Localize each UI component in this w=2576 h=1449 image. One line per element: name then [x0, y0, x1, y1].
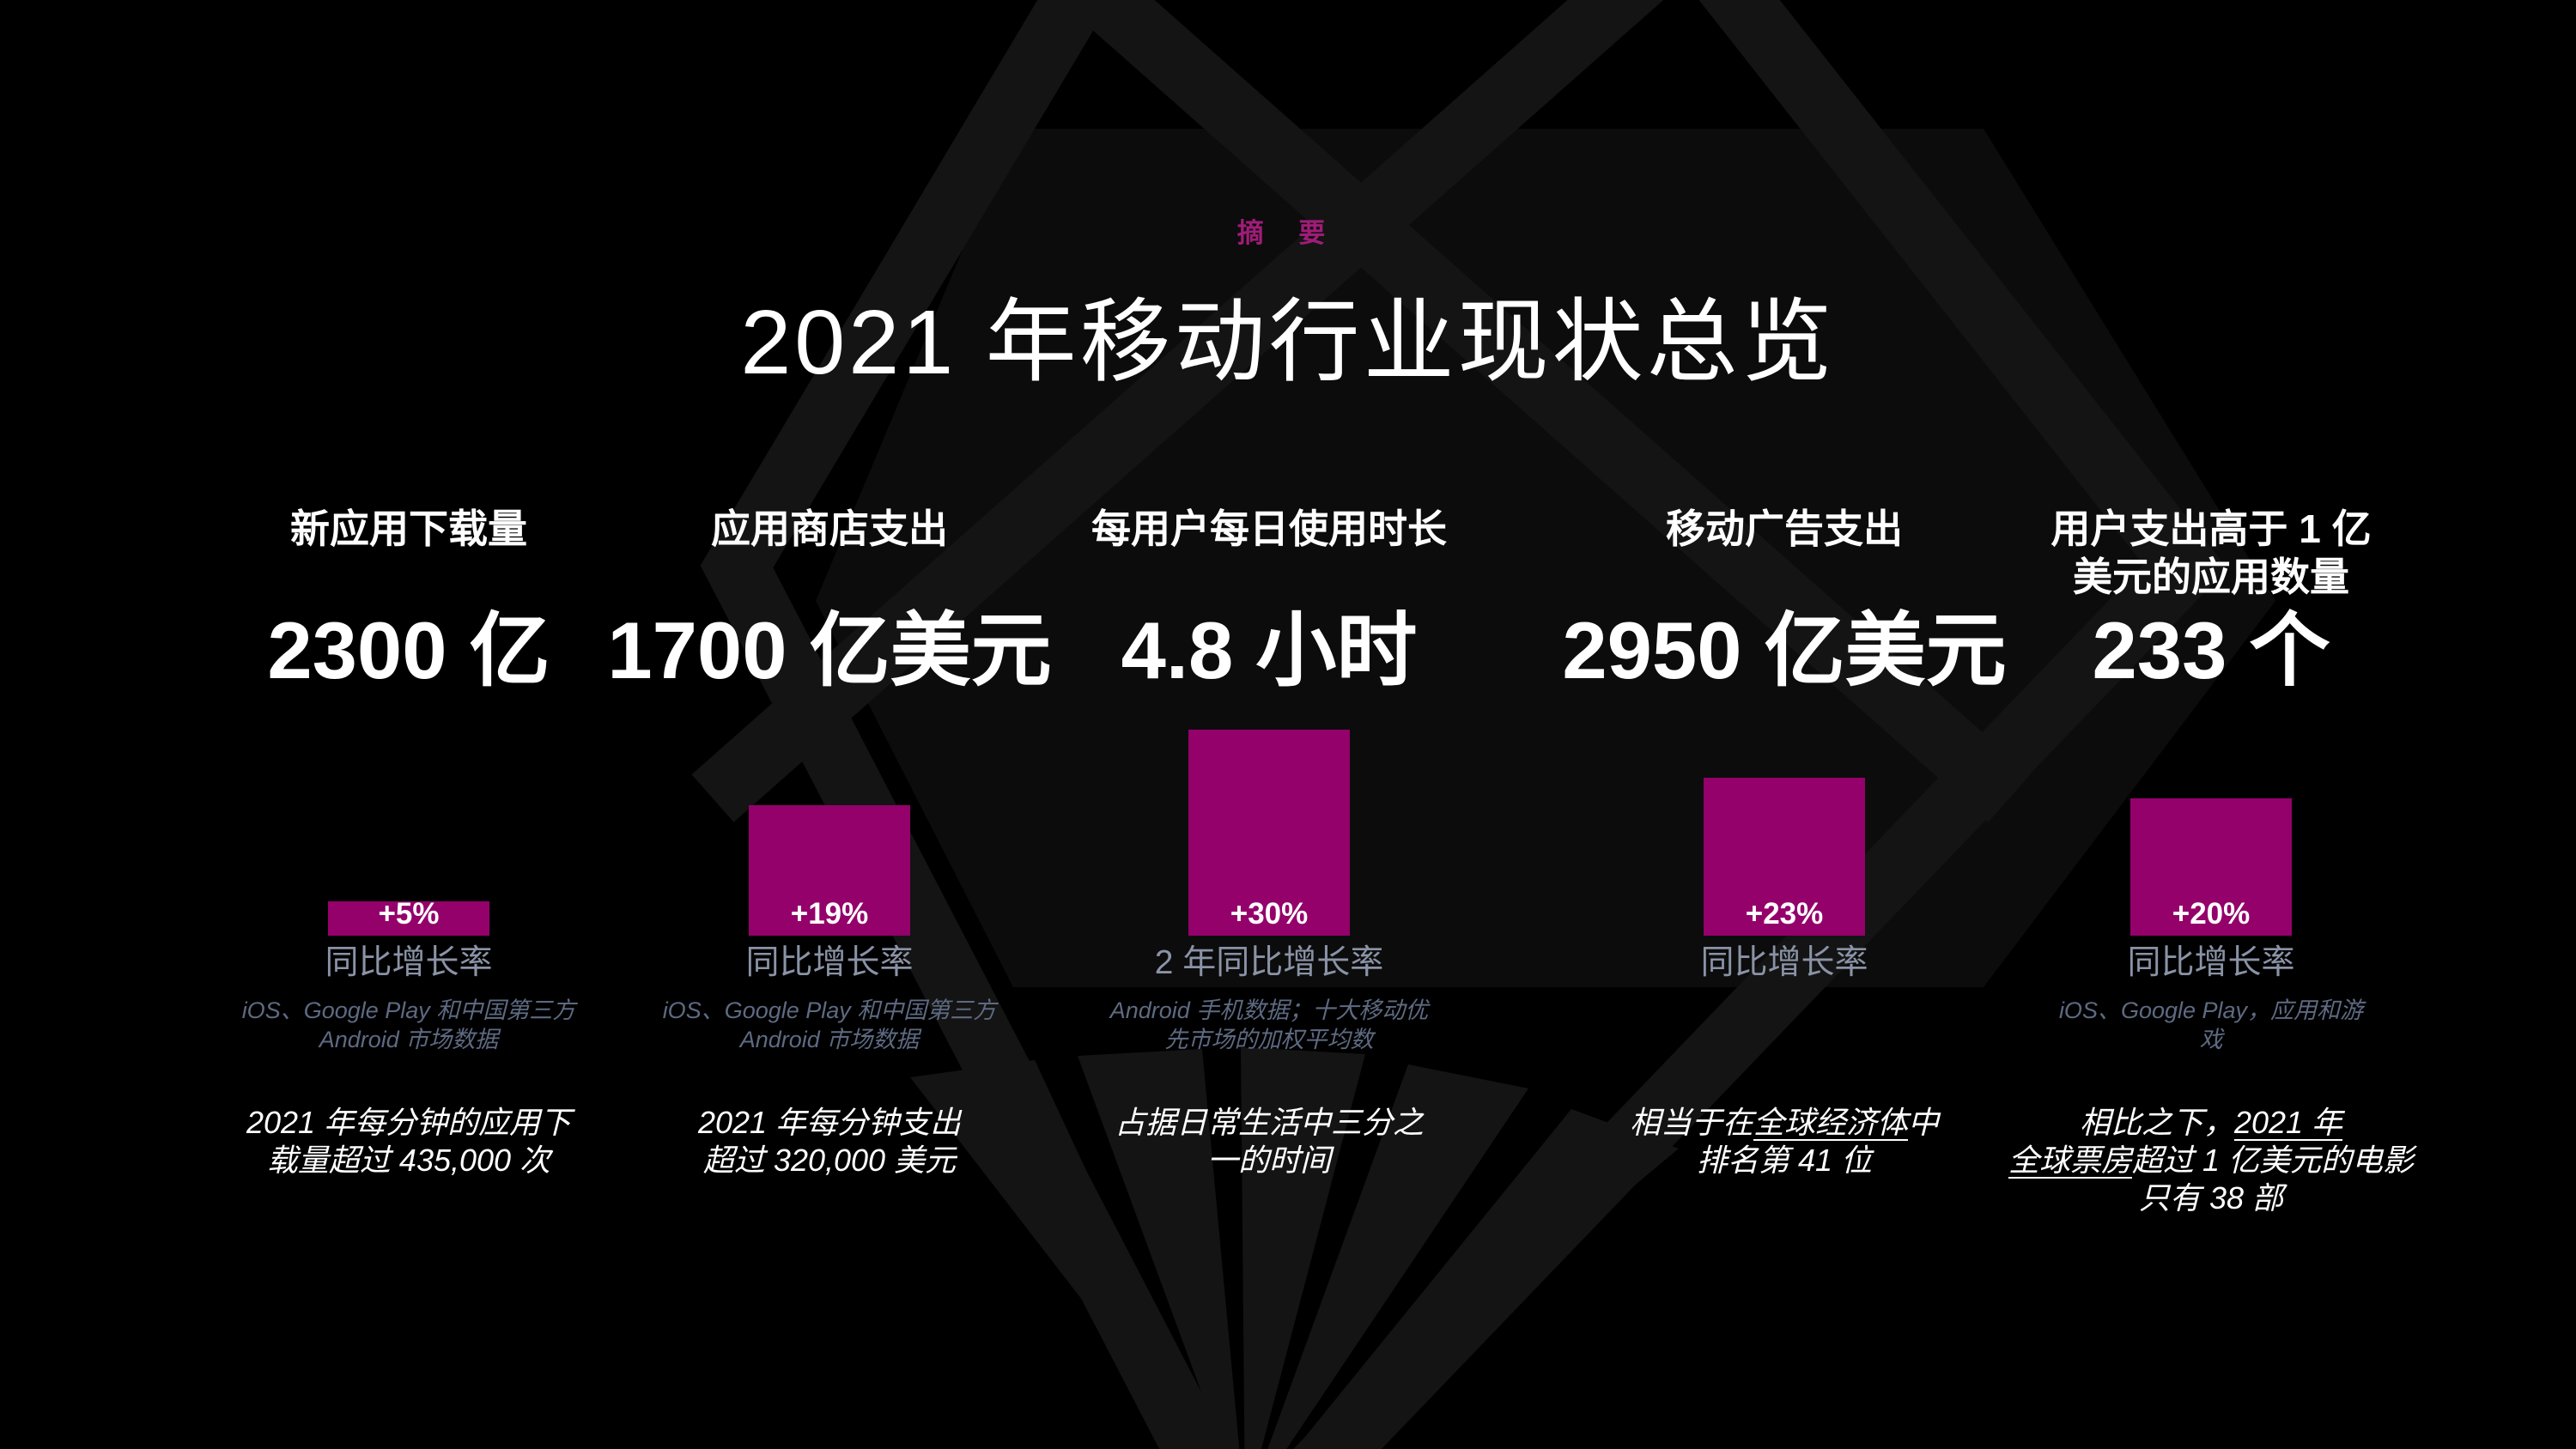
growth-rate-caption: 同比增长率: [2127, 944, 2295, 981]
text-line: 美元的应用数量: [2073, 555, 2349, 599]
text-line: 移动广告支出: [1666, 506, 1903, 551]
metric-column-daily-time: 每用户每日使用时长 4.8 小时 +30% 2 年同比增长率 Android 手…: [994, 0, 1544, 1449]
text-segment: 相比之下，: [2079, 1105, 2234, 1140]
growth-rate-caption: 同比增长率: [745, 944, 914, 981]
growth-percent-label: +19%: [790, 897, 869, 931]
text-line: 相比之下，2021 年: [1936, 1104, 2486, 1142]
text-segment: 超过 1 亿美元的电影: [2131, 1143, 2415, 1178]
text-line: 2021 年每分钟支出: [555, 1104, 1104, 1142]
text-line: 全球票房超过 1 亿美元的电影: [1936, 1142, 2486, 1179]
text-line: iOS、Google Play，应用和游: [2058, 997, 2364, 1023]
metric-heading: 每用户每日使用时长: [994, 505, 1544, 553]
text-line: 载量超过 435,000 次: [134, 1142, 683, 1179]
underlined-link-text[interactable]: 2021 年: [2233, 1105, 2343, 1140]
text-line: Android 手机数据；十大移动优: [1109, 997, 1429, 1023]
metric-column-apps-over-100m: 用户支出高于 1 亿美元的应用数量 233 个 +20% 同比增长率 iOS、G…: [1936, 0, 2486, 1449]
text-segment: 超过 320,000 美元: [702, 1143, 957, 1178]
metric-footnote: 相当于在全球经济体中 排名第 41 位: [1510, 1104, 2059, 1179]
growth-percent-label: +23%: [1745, 897, 1824, 931]
text-line: 相当于在全球经济体中: [1510, 1104, 2059, 1142]
data-source-note: iOS、Google Play 和中国第三方 Android 市场数据: [134, 996, 683, 1054]
data-source-note: iOS、Google Play 和中国第三方 Android 市场数据: [555, 996, 1104, 1054]
text-line: 先市场的加权平均数: [1164, 1027, 1374, 1052]
metric-heading: 用户支出高于 1 亿美元的应用数量: [1936, 505, 2486, 601]
growth-bar: +30%: [1188, 730, 1350, 936]
metric-column-new-downloads: 新应用下载量 2300 亿 +5% 同比增长率 iOS、Google Play …: [134, 0, 683, 1449]
text-line: iOS、Google Play 和中国第三方: [662, 997, 997, 1023]
metric-heading: 移动广告支出: [1510, 505, 2059, 553]
metric-footnote: 2021 年每分钟的应用下 载量超过 435,000 次: [134, 1104, 683, 1179]
metric-value: 1700 亿美元: [607, 605, 1052, 695]
growth-bar: +20%: [2130, 798, 2292, 936]
text-line: iOS、Google Play 和中国第三方: [241, 997, 576, 1023]
text-line: 一的时间: [994, 1142, 1544, 1179]
metric-heading: 新应用下载量: [134, 505, 683, 553]
growth-rate-caption: 同比增长率: [325, 944, 493, 981]
text-segment: 2021 年每分钟的应用下: [246, 1105, 572, 1140]
text-line: 只有 38 部: [1936, 1179, 2486, 1217]
data-source-note: iOS、Google Play，应用和游戏: [1936, 996, 2486, 1054]
text-line: 戏: [2199, 1027, 2223, 1052]
growth-percent-label: +20%: [2172, 897, 2251, 931]
text-segment: 占据日常生活中三分之: [1114, 1105, 1424, 1140]
growth-bar: +23%: [1704, 778, 1865, 936]
metric-value: 2300 亿: [267, 605, 550, 695]
growth-percent-label: +5%: [378, 897, 440, 931]
growth-bar: +19%: [749, 805, 910, 936]
text-line: 占据日常生活中三分之: [994, 1104, 1544, 1142]
text-line: 超过 320,000 美元: [555, 1142, 1104, 1179]
growth-rate-caption: 2 年同比增长率: [1154, 944, 1384, 981]
text-line: 新应用下载量: [290, 506, 527, 551]
text-line: Android 市场数据: [739, 1027, 920, 1052]
text-segment: 只有 38 部: [2138, 1180, 2284, 1216]
text-segment: 排名第 41 位: [1696, 1143, 1873, 1178]
metric-footnote: 2021 年每分钟支出 超过 320,000 美元: [555, 1104, 1104, 1179]
growth-percent-label: +30%: [1230, 897, 1309, 931]
growth-bar: +5%: [328, 897, 489, 936]
text-segment: 相当于在: [1629, 1105, 1753, 1140]
data-source-note: Android 手机数据；十大移动优 先市场的加权平均数: [994, 996, 1544, 1054]
metric-footnote: 相比之下，2021 年全球票房超过 1 亿美元的电影 只有 38 部: [1936, 1104, 2486, 1217]
underlined-link-text[interactable]: 全球票房: [2008, 1143, 2132, 1178]
metric-footnote: 占据日常生活中三分之 一的时间: [994, 1104, 1544, 1179]
underlined-link-text[interactable]: 全球经济体: [1753, 1105, 1908, 1140]
text-line: 2021 年每分钟的应用下: [134, 1104, 683, 1142]
metric-column-ad-spend: 移动广告支出 2950 亿美元 +23% 同比增长率 相当于在全球经济体中 排名第…: [1510, 0, 2059, 1449]
page-title: 2021 年移动行业现状总览: [740, 292, 1836, 393]
metric-column-store-spend: 应用商店支出 1700 亿美元 +19% 同比增长率 iOS、Google Pl…: [555, 0, 1104, 1449]
growth-rate-caption: 同比增长率: [1700, 944, 1868, 981]
section-eyebrow: 摘 要: [1236, 218, 1340, 248]
text-line: Android 市场数据: [319, 1027, 499, 1052]
metric-value: 4.8 小时: [1121, 605, 1418, 695]
text-segment: 2021 年每分钟支出: [697, 1105, 962, 1140]
text-line: 每用户每日使用时长: [1091, 506, 1447, 551]
text-line: 应用商店支出: [711, 506, 948, 551]
text-segment: 中: [1908, 1105, 1940, 1140]
text-segment: 载量超过 435,000 次: [266, 1143, 551, 1178]
metric-value: 2950 亿美元: [1562, 605, 2007, 695]
text-line: 用户支出高于 1 亿: [2050, 506, 2372, 551]
metric-value: 233 个: [2092, 605, 2330, 695]
text-line: 排名第 41 位: [1510, 1142, 2059, 1179]
metric-heading: 应用商店支出: [555, 505, 1104, 553]
text-segment: 一的时间: [1206, 1143, 1331, 1178]
